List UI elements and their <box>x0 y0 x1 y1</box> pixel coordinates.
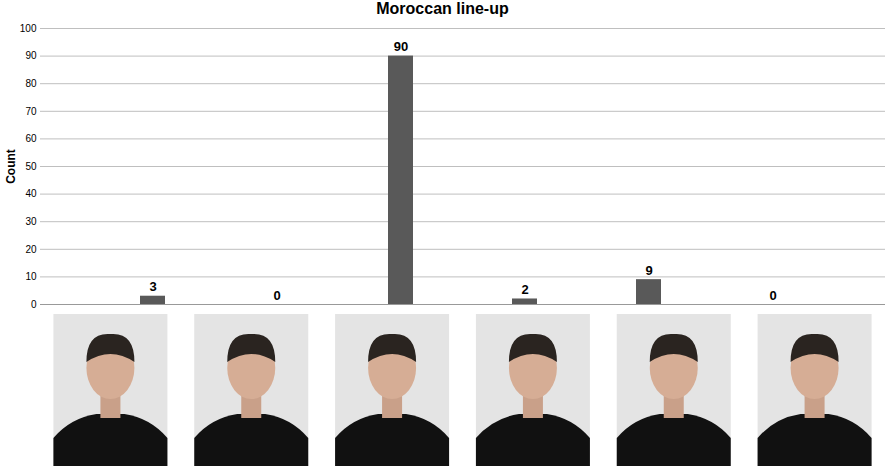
svg-text:Count: Count <box>4 149 18 184</box>
svg-text:100: 100 <box>20 23 37 34</box>
svg-text:40: 40 <box>25 188 37 199</box>
svg-text:80: 80 <box>25 78 37 89</box>
svg-text:90: 90 <box>25 50 37 61</box>
svg-text:60: 60 <box>25 133 37 144</box>
html-text:Moroccan line-up: Moroccan line-up <box>376 0 509 17</box>
svg-text:70: 70 <box>25 106 37 117</box>
svg-text:10: 10 <box>25 271 37 282</box>
svg-text:90: 90 <box>394 39 408 54</box>
svg-text:0: 0 <box>273 288 280 303</box>
svg-text:9: 9 <box>645 263 652 278</box>
svg-text:20: 20 <box>25 244 37 255</box>
svg-text:0: 0 <box>31 299 37 310</box>
svg-text:30: 30 <box>25 216 37 227</box>
svg-text:50: 50 <box>25 161 37 172</box>
svg-text:2: 2 <box>521 282 528 297</box>
svg-text:3: 3 <box>149 279 156 294</box>
svg-text:0: 0 <box>769 288 776 303</box>
